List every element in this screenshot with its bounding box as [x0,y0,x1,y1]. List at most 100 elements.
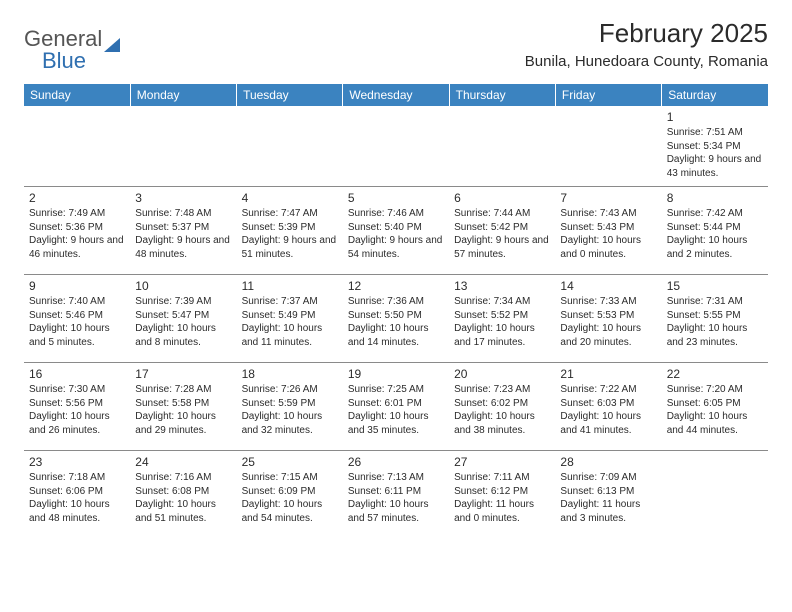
sunrise-line: Sunrise: 7:46 AM [348,207,444,221]
sunset-line: Sunset: 5:42 PM [454,221,550,235]
calendar-row: 1Sunrise: 7:51 AMSunset: 5:34 PMDaylight… [24,106,768,187]
sunset-line: Sunset: 6:11 PM [348,485,444,499]
page-title: February 2025 [525,18,768,49]
sunrise-line: Sunrise: 7:49 AM [29,207,125,221]
sunset-line: Sunset: 5:37 PM [135,221,231,235]
sunrise-line: Sunrise: 7:23 AM [454,383,550,397]
day-number: 8 [667,190,763,206]
sunset-line: Sunset: 5:52 PM [454,309,550,323]
calendar-cell: 5Sunrise: 7:46 AMSunset: 5:40 PMDaylight… [343,187,449,275]
sunrise-line: Sunrise: 7:09 AM [560,471,656,485]
daylight-line: Daylight: 9 hours and 46 minutes. [29,234,125,261]
sunrise-line: Sunrise: 7:15 AM [242,471,338,485]
daylight-line: Daylight: 10 hours and 11 minutes. [242,322,338,349]
calendar-table: Sunday Monday Tuesday Wednesday Thursday… [24,84,768,539]
sunset-line: Sunset: 5:50 PM [348,309,444,323]
sunrise-line: Sunrise: 7:13 AM [348,471,444,485]
day-number: 17 [135,366,231,382]
calendar-cell-empty [662,451,768,539]
calendar-cell: 15Sunrise: 7:31 AMSunset: 5:55 PMDayligh… [662,275,768,363]
sunrise-line: Sunrise: 7:42 AM [667,207,763,221]
day-number: 19 [348,366,444,382]
daylight-line: Daylight: 9 hours and 43 minutes. [667,153,763,180]
logo-triangle-icon [104,38,120,52]
daylight-line: Daylight: 9 hours and 51 minutes. [242,234,338,261]
weekday-header: Friday [555,84,661,106]
day-number: 13 [454,278,550,294]
sunrise-line: Sunrise: 7:44 AM [454,207,550,221]
sunset-line: Sunset: 5:53 PM [560,309,656,323]
location: Bunila, Hunedoara County, Romania [525,53,768,70]
daylight-line: Daylight: 10 hours and 5 minutes. [29,322,125,349]
calendar-row: 2Sunrise: 7:49 AMSunset: 5:36 PMDaylight… [24,187,768,275]
daylight-line: Daylight: 10 hours and 17 minutes. [454,322,550,349]
calendar-cell: 27Sunrise: 7:11 AMSunset: 6:12 PMDayligh… [449,451,555,539]
calendar-cell: 16Sunrise: 7:30 AMSunset: 5:56 PMDayligh… [24,363,130,451]
sunrise-line: Sunrise: 7:37 AM [242,295,338,309]
calendar-cell: 6Sunrise: 7:44 AMSunset: 5:42 PMDaylight… [449,187,555,275]
daylight-line: Daylight: 10 hours and 20 minutes. [560,322,656,349]
sunset-line: Sunset: 5:43 PM [560,221,656,235]
sunset-line: Sunset: 5:47 PM [135,309,231,323]
daylight-line: Daylight: 10 hours and 41 minutes. [560,410,656,437]
calendar-cell: 1Sunrise: 7:51 AMSunset: 5:34 PMDaylight… [662,106,768,187]
sunset-line: Sunset: 6:13 PM [560,485,656,499]
calendar-cell: 12Sunrise: 7:36 AMSunset: 5:50 PMDayligh… [343,275,449,363]
sunrise-line: Sunrise: 7:47 AM [242,207,338,221]
weekday-header: Monday [130,84,236,106]
logo: General Blue [24,26,120,74]
sunrise-line: Sunrise: 7:36 AM [348,295,444,309]
daylight-line: Daylight: 9 hours and 54 minutes. [348,234,444,261]
calendar-cell: 19Sunrise: 7:25 AMSunset: 6:01 PMDayligh… [343,363,449,451]
sunset-line: Sunset: 6:09 PM [242,485,338,499]
day-number: 21 [560,366,656,382]
day-number: 15 [667,278,763,294]
calendar-cell: 14Sunrise: 7:33 AMSunset: 5:53 PMDayligh… [555,275,661,363]
daylight-line: Daylight: 10 hours and 0 minutes. [560,234,656,261]
day-number: 9 [29,278,125,294]
day-number: 27 [454,454,550,470]
sunrise-line: Sunrise: 7:18 AM [29,471,125,485]
sunset-line: Sunset: 6:02 PM [454,397,550,411]
calendar-cell: 23Sunrise: 7:18 AMSunset: 6:06 PMDayligh… [24,451,130,539]
sunset-line: Sunset: 5:58 PM [135,397,231,411]
calendar-row: 9Sunrise: 7:40 AMSunset: 5:46 PMDaylight… [24,275,768,363]
calendar-row: 16Sunrise: 7:30 AMSunset: 5:56 PMDayligh… [24,363,768,451]
sunrise-line: Sunrise: 7:28 AM [135,383,231,397]
day-number: 11 [242,278,338,294]
sunrise-line: Sunrise: 7:40 AM [29,295,125,309]
day-number: 1 [667,109,763,125]
day-number: 4 [242,190,338,206]
sunrise-line: Sunrise: 7:11 AM [454,471,550,485]
calendar-cell-empty [130,106,236,187]
daylight-line: Daylight: 10 hours and 35 minutes. [348,410,444,437]
day-number: 18 [242,366,338,382]
daylight-line: Daylight: 10 hours and 29 minutes. [135,410,231,437]
calendar-cell: 25Sunrise: 7:15 AMSunset: 6:09 PMDayligh… [237,451,343,539]
day-number: 3 [135,190,231,206]
daylight-line: Daylight: 11 hours and 0 minutes. [454,498,550,525]
day-number: 22 [667,366,763,382]
sunset-line: Sunset: 5:36 PM [29,221,125,235]
sunset-line: Sunset: 5:39 PM [242,221,338,235]
calendar-cell: 22Sunrise: 7:20 AMSunset: 6:05 PMDayligh… [662,363,768,451]
sunset-line: Sunset: 6:03 PM [560,397,656,411]
sunset-line: Sunset: 6:05 PM [667,397,763,411]
calendar-cell: 2Sunrise: 7:49 AMSunset: 5:36 PMDaylight… [24,187,130,275]
daylight-line: Daylight: 10 hours and 38 minutes. [454,410,550,437]
day-number: 28 [560,454,656,470]
weekday-header: Saturday [662,84,768,106]
sunset-line: Sunset: 6:01 PM [348,397,444,411]
calendar-cell: 17Sunrise: 7:28 AMSunset: 5:58 PMDayligh… [130,363,236,451]
weekday-header-row: Sunday Monday Tuesday Wednesday Thursday… [24,84,768,106]
sunset-line: Sunset: 6:12 PM [454,485,550,499]
calendar-cell: 21Sunrise: 7:22 AMSunset: 6:03 PMDayligh… [555,363,661,451]
sunrise-line: Sunrise: 7:22 AM [560,383,656,397]
calendar-cell: 28Sunrise: 7:09 AMSunset: 6:13 PMDayligh… [555,451,661,539]
calendar-cell: 7Sunrise: 7:43 AMSunset: 5:43 PMDaylight… [555,187,661,275]
daylight-line: Daylight: 10 hours and 51 minutes. [135,498,231,525]
sunset-line: Sunset: 5:55 PM [667,309,763,323]
sunrise-line: Sunrise: 7:33 AM [560,295,656,309]
daylight-line: Daylight: 9 hours and 57 minutes. [454,234,550,261]
sunrise-line: Sunrise: 7:20 AM [667,383,763,397]
